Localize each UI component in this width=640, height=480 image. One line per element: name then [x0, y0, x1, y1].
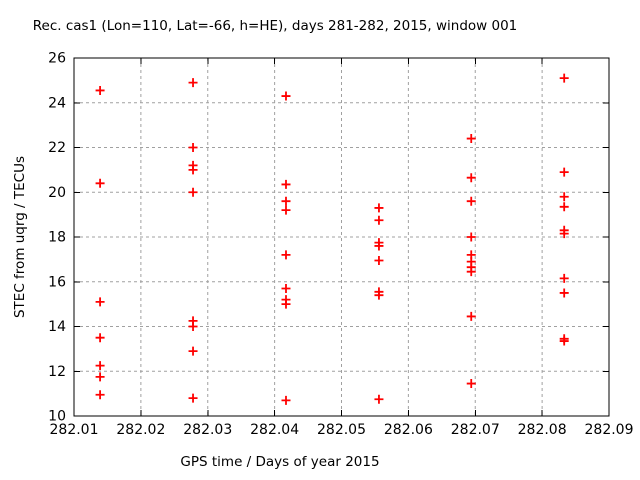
data-point — [281, 283, 291, 293]
data-point — [281, 205, 291, 215]
data-point — [559, 288, 569, 298]
data-point — [374, 215, 384, 225]
x-tick-label: 282.09 — [585, 422, 634, 438]
x-axis-label: GPS time / Days of year 2015 — [180, 454, 379, 470]
x-tick-label: 282.03 — [183, 422, 232, 438]
data-point — [466, 311, 476, 321]
y-axis-label: STEC from uqrg / TECUs — [12, 156, 28, 318]
data-point — [188, 187, 198, 197]
data-point — [374, 241, 384, 251]
data-point — [188, 322, 198, 331]
data-point — [95, 178, 105, 188]
y-tick-label: 20 — [48, 185, 66, 201]
data-points-layer — [95, 73, 569, 405]
x-tick-label: 282.07 — [451, 422, 500, 438]
data-point — [188, 165, 198, 175]
x-tick-label: 282.02 — [116, 422, 165, 438]
data-point — [559, 202, 569, 212]
y-tick-label: 16 — [48, 274, 66, 290]
y-tick-label: 12 — [48, 364, 66, 380]
data-point — [374, 255, 384, 265]
x-tick-label: 282.08 — [518, 422, 567, 438]
data-point — [374, 394, 384, 404]
y-tick-label: 10 — [48, 409, 66, 425]
x-tick-label: 282.04 — [250, 422, 299, 438]
axes-layer: 282.01 282.02 282.03 282.04 282.05 282.06 282.… — [48, 51, 633, 439]
y-tick-label: 26 — [48, 51, 66, 67]
data-point — [95, 390, 105, 400]
data-point — [559, 167, 569, 177]
data-point — [374, 203, 384, 213]
data-point — [188, 346, 198, 356]
data-point — [95, 333, 105, 343]
data-point — [95, 372, 105, 382]
y-tick-label: 24 — [48, 95, 66, 111]
data-point — [559, 273, 569, 283]
x-tick-label: 282.06 — [384, 422, 433, 438]
data-point — [95, 297, 105, 307]
data-point — [95, 361, 105, 371]
data-point — [466, 379, 476, 389]
data-point — [466, 232, 476, 242]
y-tick-label: 18 — [48, 230, 66, 246]
data-point — [281, 250, 291, 260]
x-tick-label: 282.05 — [317, 422, 366, 438]
data-point — [466, 196, 476, 206]
x-tick-label: 282.01 — [50, 422, 99, 438]
data-point — [188, 78, 198, 88]
data-point — [281, 179, 291, 189]
data-point — [281, 196, 291, 206]
data-point — [466, 267, 476, 277]
data-point — [188, 393, 198, 403]
data-point — [188, 143, 198, 152]
data-point — [466, 173, 476, 183]
data-point — [559, 192, 569, 202]
data-point — [559, 336, 569, 346]
data-point — [95, 85, 105, 95]
grid-layer — [74, 58, 609, 416]
data-point — [281, 91, 291, 101]
data-point — [374, 290, 384, 300]
y-tick-label: 22 — [48, 140, 66, 156]
data-point — [281, 395, 291, 405]
data-point — [559, 229, 569, 239]
data-point — [281, 299, 291, 309]
y-tick-label: 14 — [48, 319, 66, 335]
data-point — [559, 73, 569, 83]
data-point — [466, 134, 476, 144]
chart-title: Rec. cas1 (Lon=110, Lat=-66, h=HE), days… — [33, 18, 518, 34]
